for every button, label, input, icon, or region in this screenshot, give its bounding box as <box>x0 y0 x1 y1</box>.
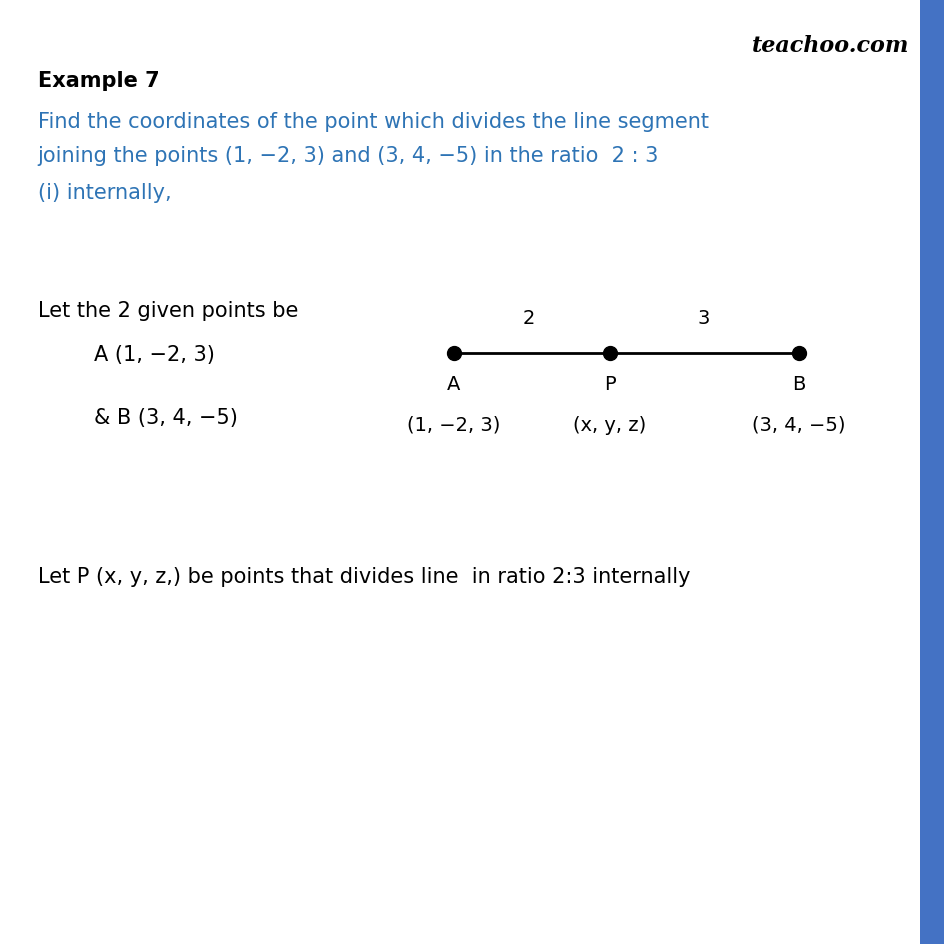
Text: (i) internally,: (i) internally, <box>38 183 171 203</box>
Bar <box>919 0 944 944</box>
Text: 3: 3 <box>697 309 710 328</box>
Point <box>446 346 461 362</box>
Text: Find the coordinates of the point which divides the line segment: Find the coordinates of the point which … <box>38 111 708 131</box>
Text: teachoo.com: teachoo.com <box>750 35 908 57</box>
Text: (3, 4, −5): (3, 4, −5) <box>751 415 844 434</box>
Text: B: B <box>791 375 804 394</box>
Text: A: A <box>447 375 460 394</box>
Text: P: P <box>603 375 615 394</box>
Point <box>790 346 805 362</box>
Point <box>601 346 616 362</box>
Text: Example 7: Example 7 <box>38 71 160 91</box>
Text: Let the 2 given points be: Let the 2 given points be <box>38 300 298 320</box>
Text: A (1, −2, 3): A (1, −2, 3) <box>94 345 215 364</box>
Text: 2: 2 <box>522 309 535 328</box>
Text: (1, −2, 3): (1, −2, 3) <box>407 415 499 434</box>
Text: joining the points (1, −2, 3) and (3, 4, −5) in the ratio  2 : 3: joining the points (1, −2, 3) and (3, 4,… <box>38 146 659 166</box>
Text: Let P (x, y, z,) be points that divides line  in ratio 2:3 internally: Let P (x, y, z,) be points that divides … <box>38 566 689 586</box>
Text: & B (3, 4, −5): & B (3, 4, −5) <box>94 408 238 428</box>
Text: (x, y, z): (x, y, z) <box>572 415 646 434</box>
